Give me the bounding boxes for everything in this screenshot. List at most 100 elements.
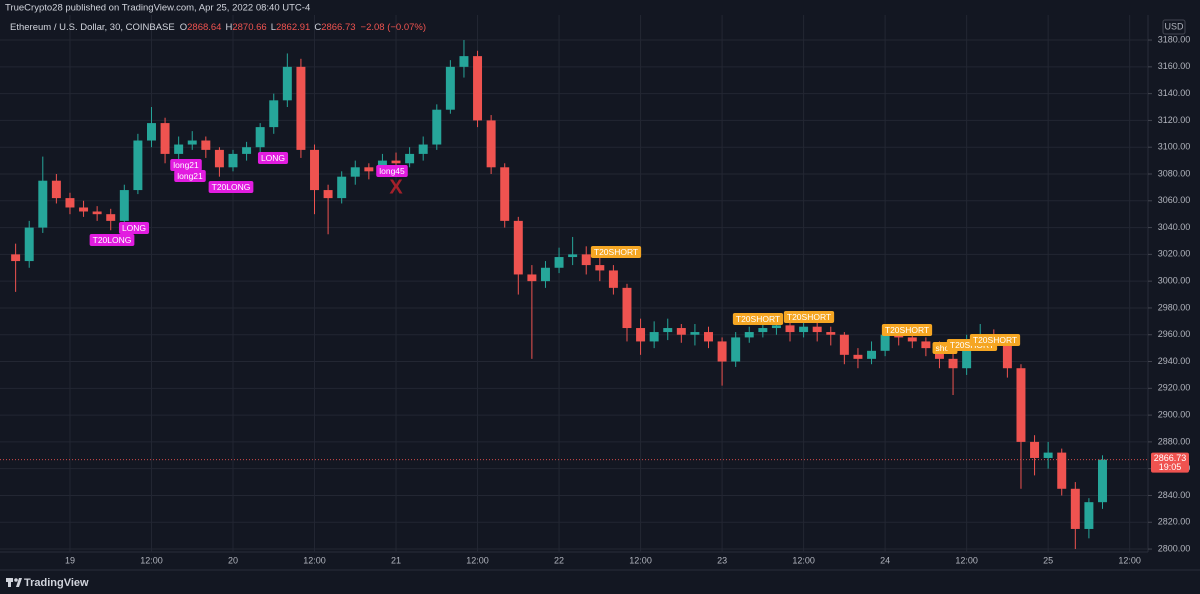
candle-body [744, 332, 754, 338]
signal-label: T20SHORT [973, 335, 1017, 345]
signal-box [376, 165, 408, 177]
currency-box[interactable] [1162, 19, 1186, 35]
logo-shape [8, 578, 11, 587]
x-tick-label: 12:00 [955, 555, 978, 565]
candle-body [731, 337, 741, 362]
candle-body [962, 341, 972, 369]
x-tick-label: 24 [880, 555, 890, 565]
candle-body [568, 254, 578, 258]
currency-label[interactable]: USD [1164, 21, 1184, 31]
candle-body [432, 109, 442, 145]
candle-body [350, 167, 360, 177]
signal-label: long21 [177, 171, 203, 181]
candle-body [894, 334, 904, 338]
x-tick-label: 22 [554, 555, 564, 565]
candle-body [1057, 452, 1067, 489]
signal-box [208, 181, 254, 193]
signal-box [89, 234, 135, 246]
y-tick-label: 3060.00 [1158, 195, 1191, 205]
y-tick-label: 3000.00 [1158, 276, 1191, 286]
candle-body [486, 120, 496, 168]
signal-box [174, 170, 206, 182]
candle-body [92, 211, 102, 215]
signal-label: T20LONG [93, 235, 132, 245]
signal-box [257, 152, 289, 164]
candle-body [500, 167, 510, 221]
chart-legend: Ethereum / U.S. Dollar, 30, COINBASE O286… [10, 22, 426, 33]
y-tick-label: 3020.00 [1158, 249, 1191, 259]
candle-body [690, 332, 700, 335]
last-price-label: 2866.73 [1154, 453, 1187, 463]
candle-body [676, 328, 686, 335]
publisher-line: TrueCrypto28 published on TradingView.co… [5, 3, 310, 14]
candle-body [663, 328, 673, 333]
high-value: 2870.66 [232, 22, 266, 33]
signal-label: short [936, 343, 956, 353]
candle-body [65, 198, 75, 208]
signal-label: LONG [122, 223, 146, 233]
candle-body [133, 140, 143, 191]
y-tick-label: 2840.00 [1158, 490, 1191, 500]
high-label: H [225, 22, 232, 33]
candle-body [717, 341, 727, 362]
signal-label: T20SHORT [594, 247, 638, 257]
candle-body [948, 358, 958, 369]
y-tick-label: 3160.00 [1158, 61, 1191, 71]
candle-body [473, 56, 483, 121]
y-tick-label: 2980.00 [1158, 302, 1191, 312]
candle-body [269, 100, 279, 128]
candle-body [799, 326, 809, 333]
candle-body [296, 66, 306, 150]
change-value: −2.08 (−0.07%) [361, 22, 427, 33]
y-tick-label: 2920.00 [1158, 383, 1191, 393]
candles-layer [11, 40, 1107, 550]
candle-body [880, 334, 890, 351]
candle-body [310, 149, 319, 191]
candle-body [704, 332, 713, 342]
candle-body [282, 66, 292, 101]
candle-body [106, 214, 116, 221]
candle-body [228, 153, 238, 168]
candle-body [921, 341, 931, 349]
candle-body [527, 274, 537, 282]
candle-body [1070, 488, 1080, 529]
signal-box [732, 313, 784, 325]
candle-body [785, 325, 795, 333]
x-tick-label: 12:00 [466, 555, 489, 565]
signal-label: long45 [379, 166, 405, 176]
low-label: L [271, 22, 276, 33]
close-value: 2866.73 [321, 22, 355, 33]
y-tick-label: 3080.00 [1158, 168, 1191, 178]
signal-label: T20LONG [212, 182, 251, 192]
candle-body [459, 56, 469, 67]
candle-body [11, 254, 21, 262]
candle-body [771, 325, 781, 329]
candle-body [758, 328, 768, 333]
candle-body [187, 140, 197, 145]
signal-box [170, 159, 202, 171]
candle-body [119, 190, 129, 221]
x-tick-label: 12:00 [792, 555, 815, 565]
candle-body [418, 144, 428, 154]
candle-body [853, 354, 863, 359]
signal-box [118, 222, 150, 234]
logo-shape [16, 578, 22, 587]
candle-body [1043, 452, 1053, 458]
grid-layer [0, 15, 1148, 552]
x-tick-label: 12:00 [629, 555, 652, 565]
candle-body [513, 220, 523, 275]
x-tick-label: 20 [228, 555, 238, 565]
y-tick-label: 3040.00 [1158, 222, 1191, 232]
candle-body [364, 167, 374, 172]
signal-box [881, 324, 933, 336]
y-tick-label: 2940.00 [1158, 356, 1191, 366]
candle-body [1030, 441, 1040, 458]
y-tick-label: 2960.00 [1158, 329, 1191, 339]
tradingview-logo [6, 578, 22, 587]
candle-body [323, 190, 333, 199]
brand-name: TradingView [24, 577, 89, 589]
signal-label: T20SHORT [787, 312, 831, 322]
candle-body [24, 227, 34, 262]
